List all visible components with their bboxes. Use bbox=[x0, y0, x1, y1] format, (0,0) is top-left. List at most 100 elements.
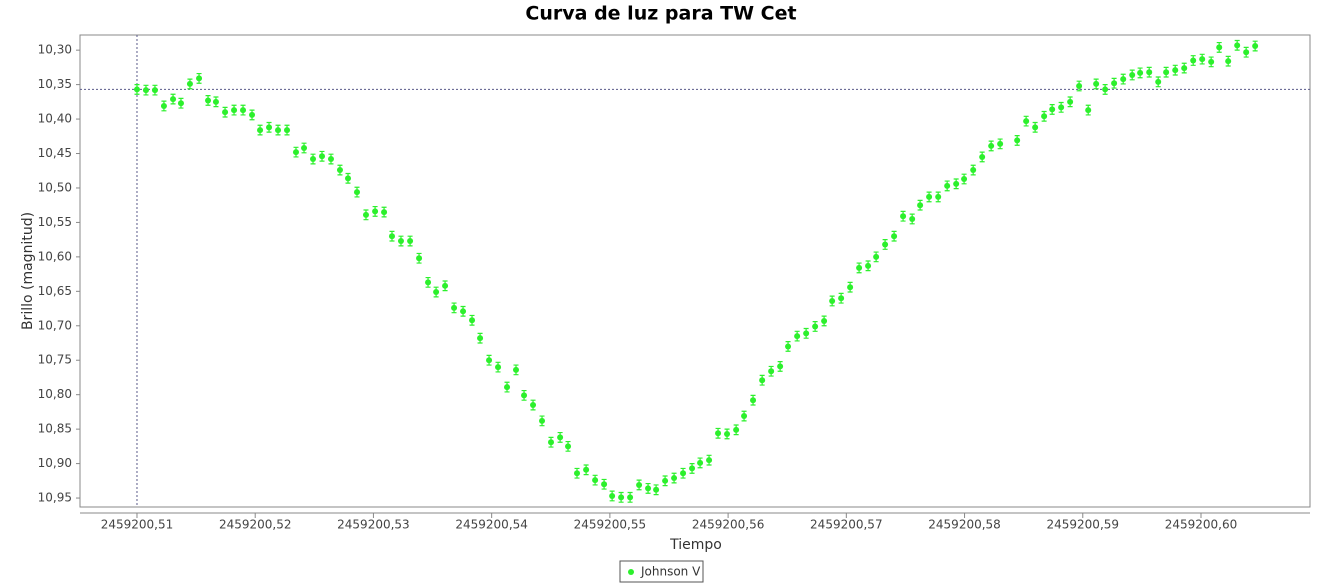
data-point bbox=[838, 295, 845, 302]
data-point bbox=[865, 262, 872, 269]
data-point bbox=[1129, 71, 1136, 78]
y-tick-label: 10,55 bbox=[38, 215, 72, 229]
y-tick-label: 10,45 bbox=[38, 146, 72, 160]
data-point bbox=[1032, 124, 1039, 131]
data-point bbox=[900, 213, 907, 220]
data-point bbox=[609, 492, 616, 499]
data-point bbox=[636, 481, 643, 488]
data-point bbox=[988, 142, 995, 149]
data-point bbox=[794, 333, 801, 340]
data-point bbox=[205, 97, 212, 104]
data-point bbox=[222, 109, 229, 116]
y-tick-label: 10,75 bbox=[38, 353, 72, 367]
data-point bbox=[689, 465, 696, 472]
data-point bbox=[336, 167, 343, 174]
data-point bbox=[706, 457, 713, 464]
data-point bbox=[249, 111, 256, 118]
data-point bbox=[1041, 113, 1048, 120]
data-point bbox=[477, 335, 484, 342]
data-point bbox=[151, 87, 158, 94]
data-point bbox=[873, 253, 880, 260]
data-point bbox=[1208, 58, 1215, 65]
data-point bbox=[1058, 104, 1065, 111]
data-point bbox=[513, 366, 520, 373]
data-point bbox=[451, 304, 458, 311]
data-point bbox=[1111, 80, 1118, 87]
data-point bbox=[301, 145, 308, 152]
data-point bbox=[970, 167, 977, 174]
data-point bbox=[847, 284, 854, 291]
data-point bbox=[557, 434, 564, 441]
data-point bbox=[486, 357, 493, 364]
data-point bbox=[812, 323, 819, 330]
data-point bbox=[442, 282, 449, 289]
data-point bbox=[240, 107, 247, 114]
data-point bbox=[548, 439, 555, 446]
data-point bbox=[319, 153, 326, 160]
data-point bbox=[979, 153, 986, 160]
y-tick-label: 10,50 bbox=[38, 180, 72, 194]
data-point bbox=[601, 481, 608, 488]
y-tick-label: 10,85 bbox=[38, 422, 72, 436]
y-tick-label: 10,35 bbox=[38, 77, 72, 91]
data-point bbox=[133, 86, 140, 93]
data-point bbox=[917, 202, 924, 209]
data-point bbox=[997, 140, 1004, 147]
x-tick-label: 2459200,56 bbox=[692, 518, 765, 532]
data-point bbox=[803, 330, 810, 337]
data-point bbox=[1023, 118, 1030, 125]
data-point bbox=[292, 149, 299, 156]
data-point bbox=[627, 494, 634, 501]
data-point bbox=[768, 368, 775, 375]
data-point bbox=[592, 477, 599, 484]
x-axis-label: Tiempo bbox=[669, 537, 722, 553]
x-tick-label: 2459200,53 bbox=[337, 518, 410, 532]
data-point bbox=[953, 180, 960, 187]
data-point bbox=[671, 475, 678, 482]
data-point bbox=[724, 430, 731, 437]
data-point bbox=[856, 264, 863, 271]
data-point bbox=[196, 75, 203, 82]
data-point bbox=[715, 430, 722, 437]
data-point bbox=[381, 209, 388, 216]
data-point bbox=[266, 124, 273, 131]
data-point bbox=[777, 363, 784, 370]
data-point bbox=[186, 80, 193, 87]
data-point bbox=[177, 100, 184, 107]
data-point bbox=[1014, 137, 1021, 144]
data-point bbox=[1155, 78, 1162, 85]
data-point bbox=[160, 102, 167, 109]
data-point bbox=[1190, 57, 1197, 64]
data-point bbox=[1225, 58, 1232, 65]
data-point bbox=[407, 238, 414, 245]
x-tick-label: 2459200,60 bbox=[1165, 518, 1238, 532]
data-point bbox=[539, 417, 546, 424]
data-point bbox=[1181, 65, 1188, 72]
data-point bbox=[882, 241, 889, 248]
data-point bbox=[433, 289, 440, 296]
x-tick-label: 2459200,55 bbox=[574, 518, 647, 532]
data-point bbox=[142, 87, 149, 94]
data-point bbox=[785, 343, 792, 350]
data-point bbox=[1163, 69, 1170, 76]
legend-marker bbox=[628, 569, 634, 575]
data-point bbox=[416, 255, 423, 262]
y-tick-label: 10,65 bbox=[38, 284, 72, 298]
data-point bbox=[1049, 106, 1056, 113]
data-point bbox=[1252, 43, 1259, 50]
data-point bbox=[829, 297, 836, 304]
data-point bbox=[469, 317, 476, 324]
data-point bbox=[284, 127, 291, 134]
data-point bbox=[565, 443, 572, 450]
y-tick-label: 10,80 bbox=[38, 387, 72, 401]
data-point bbox=[1216, 44, 1223, 51]
y-tick-label: 10,60 bbox=[38, 249, 72, 263]
data-point bbox=[926, 193, 933, 200]
data-point bbox=[733, 426, 740, 433]
y-tick-label: 10,70 bbox=[38, 318, 72, 332]
data-point bbox=[425, 279, 432, 286]
data-point bbox=[821, 317, 828, 324]
data-point bbox=[944, 182, 951, 189]
chart-title: Curva de luz para TW Cet bbox=[525, 3, 796, 25]
